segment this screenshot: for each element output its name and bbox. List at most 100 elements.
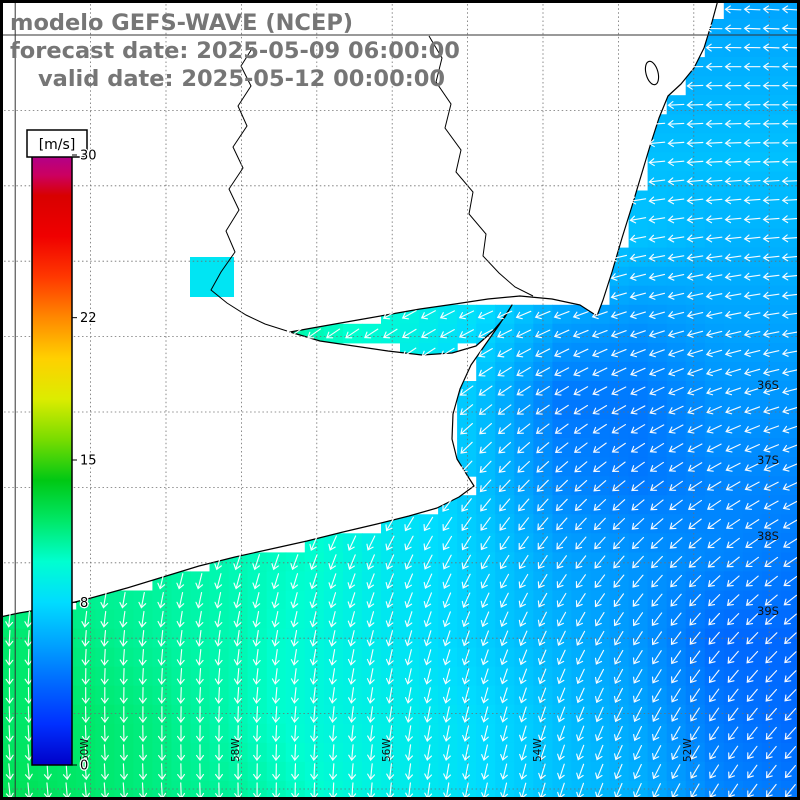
wind-arrow [290,706,299,724]
title-block: modelo GEFS-WAVE (NCEP) forecast date: 2… [10,10,460,92]
wind-arrow [726,537,740,549]
wind-arrow [745,575,759,587]
wind-arrow [632,612,644,627]
wind-arrow [443,744,451,762]
wind-arrow [233,573,242,590]
wind-arrow [781,5,799,14]
wind-arrow [500,706,508,723]
wind-arrow [554,386,569,396]
wind-arrow [648,177,666,186]
longitude-labels: 60W 58W 56W 54W 52W [79,738,694,762]
wind-arrow [499,592,509,608]
wind-arrow [743,81,761,90]
wind-arrow [782,444,799,453]
wind-arrow [462,687,470,704]
wind-arrow [348,744,357,762]
wind-arrow [461,554,471,570]
wind-arrow [252,648,261,666]
wind-arrow [781,310,799,319]
wind-arrow [423,630,432,647]
wind-arrow [518,649,528,666]
wind-arrow [233,592,242,609]
wind-arrow [480,649,489,666]
wind-arrow [176,687,185,704]
wind-arrow [765,726,777,741]
wind-arrow [518,668,528,685]
wind-arrow [611,367,627,377]
wind-arrow [651,612,663,627]
wind-arrow [214,668,223,685]
wind-arrow [309,649,318,666]
wind-arrow [462,744,470,761]
wind-arrow [497,348,513,358]
wind-arrow [632,593,644,607]
wind-arrow [668,405,684,415]
wind-arrow [782,481,798,491]
wind-arrow [309,592,318,609]
wind-arrow [669,518,683,530]
wind-arrow [24,648,33,666]
wind-arrow [762,158,780,166]
wind-arrow [557,744,565,761]
wind-arrow [783,557,798,568]
wind-arrow [649,424,665,434]
wind-arrow [556,668,566,685]
wind-arrow [442,592,452,609]
wind-arrow [290,668,299,685]
wind-arrow [404,592,413,609]
colorbar-gradient-bar [31,154,73,766]
wind-arrow [648,196,666,205]
wind-arrow [100,648,109,666]
wind-arrow [310,725,319,743]
wind-arrow [706,443,722,453]
wind-arrow [648,234,666,243]
wind-arrow [648,273,666,281]
wind-arrow [705,158,723,167]
wind-arrow [386,725,395,742]
wind-arrow [630,386,646,396]
wind-arrow [726,575,740,587]
wind-arrow [310,744,319,762]
wind-arrow [781,329,799,338]
wind-arrow [310,763,319,781]
wind-arrow [385,592,394,609]
wind-arrow [366,611,375,628]
wind-arrow [630,367,646,377]
wind-arrow [743,24,761,33]
wind-arrow [671,764,681,780]
wind-arrow [667,292,685,300]
wind-arrow [667,311,685,319]
wind-arrow [43,763,52,781]
wind-arrow [629,330,646,339]
wind-arrow [328,668,337,685]
wind-arrow [24,610,33,628]
wind-arrow [535,385,550,396]
wind-arrow [781,43,799,52]
wind-arrow [648,158,666,167]
wind-arrow [743,196,761,205]
wind-arrow [784,765,796,779]
wind-arrow [329,725,337,743]
wind-arrow [592,423,607,434]
wind-arrow [443,763,451,781]
wind-arrow [554,423,569,434]
wind-arrow [461,516,472,531]
wind-arrow [708,594,721,607]
wind-arrow [290,649,299,666]
wind-arrow [556,630,566,646]
wind-arrow [706,481,722,491]
wind-arrow [743,177,761,186]
wind-arrow [781,119,799,128]
wind-arrow [386,744,395,762]
wind-arrow [747,745,758,760]
wind-arrow [724,387,742,396]
lon-label: 58W [230,738,242,762]
wind-arrow [347,649,356,666]
wind-arrow [671,688,681,703]
wind-arrow [594,593,605,608]
wind-arrow [648,311,665,319]
wind-arrow [690,707,700,722]
wind-arrow [405,706,413,723]
wind-arrow [515,329,532,339]
river-line [428,35,534,297]
